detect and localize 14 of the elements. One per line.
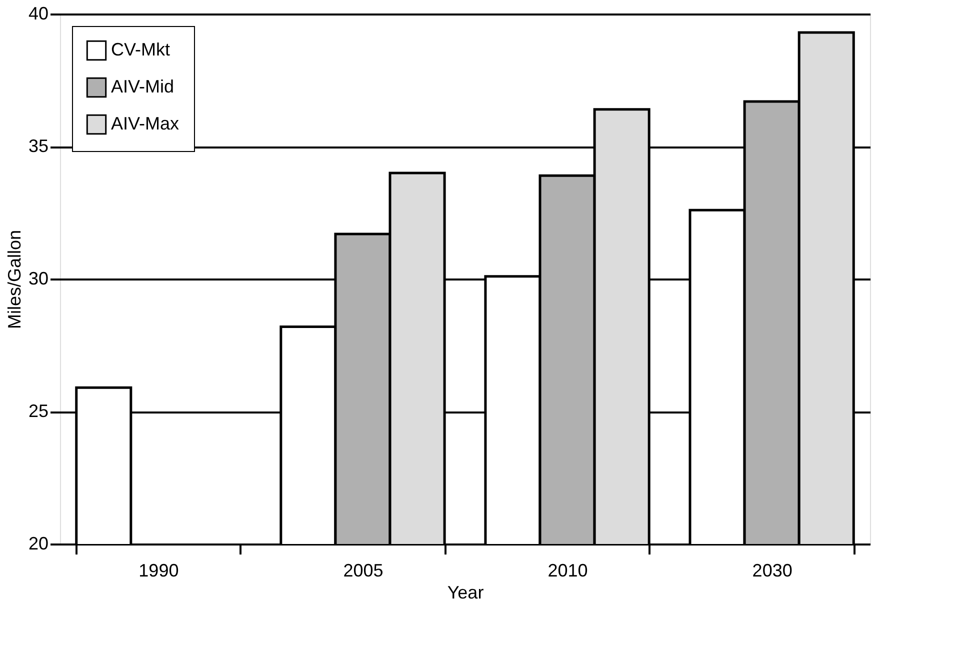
x-tick-label: 1990 — [138, 560, 179, 580]
x-tick-label: 2030 — [752, 560, 792, 580]
legend-label: AIV-Mid — [111, 76, 174, 96]
x-axis-title: Year — [447, 582, 484, 602]
y-tick-label: 25 — [28, 401, 48, 421]
y-tick-label: 35 — [28, 136, 48, 156]
x-tick-label: 2005 — [343, 560, 384, 580]
x-tick-label: 2010 — [548, 560, 588, 580]
legend-label: CV-Mkt — [111, 40, 170, 60]
y-tick-label: 30 — [28, 268, 48, 288]
y-axis-title: Miles/Gallon — [4, 230, 24, 330]
y-tick-label: 40 — [28, 4, 48, 24]
y-tick-label: 20 — [28, 534, 48, 554]
legend-label: AIV-Max — [111, 114, 180, 134]
